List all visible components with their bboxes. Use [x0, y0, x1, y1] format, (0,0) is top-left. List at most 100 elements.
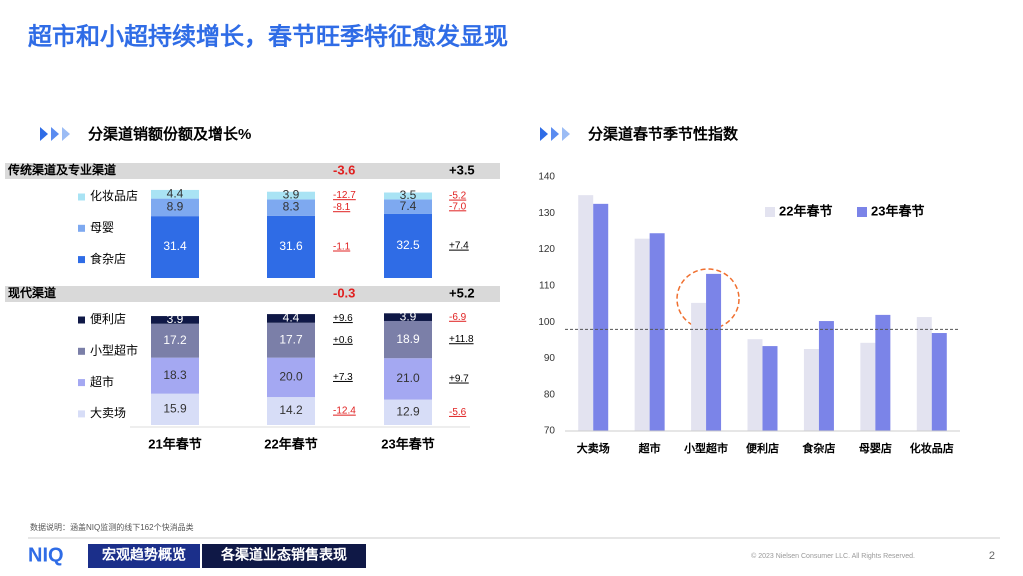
bar-segment	[384, 213, 432, 278]
y-tick-label: 100	[538, 317, 555, 328]
right-title-icon	[540, 127, 570, 141]
bar	[875, 314, 891, 431]
bar	[706, 273, 722, 431]
bar-segment	[384, 313, 432, 321]
legend-label: 便利店	[90, 312, 126, 326]
legend-label: 超市	[90, 374, 114, 389]
footnote: 数据说明：涵盖NIQ监测的线下162个快消品类	[30, 522, 194, 532]
bar-segment	[267, 191, 315, 200]
change-label: +0.6	[333, 335, 353, 346]
y-tick-label: 130	[538, 208, 555, 219]
legend-swatch	[78, 379, 85, 387]
change-label: -8.1	[333, 202, 351, 213]
bar-segment	[151, 198, 199, 217]
bar-value-label: 32.5	[396, 238, 420, 252]
bar-segment	[151, 357, 199, 394]
bar-segment	[151, 189, 199, 199]
legend-label: 大卖场	[90, 406, 126, 420]
bar-segment	[267, 357, 315, 398]
bar-segment	[384, 320, 432, 359]
bar-value-label: 15.9	[163, 402, 187, 416]
x-tick-label: 22年春节	[264, 436, 317, 451]
change-label: +9.6	[333, 313, 353, 324]
bar	[691, 302, 707, 431]
change-label: +11.8	[449, 334, 474, 345]
bar-segment	[267, 322, 315, 358]
tab-label: 各渠道业态销售表现	[220, 547, 347, 563]
bar-value-label: 14.2	[279, 403, 303, 417]
bar-segment	[267, 397, 315, 425]
bar	[860, 342, 876, 431]
bar	[916, 317, 932, 431]
bar	[578, 195, 594, 431]
section-label: 传统渠道及专业渠道	[7, 162, 116, 177]
legend-label: 化妆品店	[90, 189, 138, 203]
bar-value-label: 18.9	[396, 332, 420, 346]
section-label: 现代渠道	[8, 285, 56, 300]
bar	[762, 346, 778, 431]
section-band	[5, 163, 500, 179]
bar-value-label: 3.9	[283, 188, 300, 202]
bar-segment	[384, 199, 432, 214]
bar-value-label: 8.3	[283, 200, 300, 214]
legend-swatch	[78, 193, 85, 201]
bar-value-label: 4.4	[167, 186, 184, 200]
change-label: -5.2	[449, 191, 467, 202]
legend-swatch	[765, 207, 775, 217]
tab-box	[88, 544, 200, 568]
legend-swatch	[857, 207, 867, 217]
section-change: +5.2	[449, 285, 475, 300]
bar-value-label: 20.0	[279, 369, 303, 383]
x-tick-label: 化妆品店	[910, 441, 954, 455]
left-chart-title: 分渠道销额份额及增长%	[88, 125, 251, 143]
change-label: +7.4	[449, 241, 469, 252]
change-label: -5.6	[449, 407, 467, 418]
x-tick-label: 超市	[638, 441, 661, 455]
bar	[931, 333, 947, 431]
bar-segment	[151, 216, 199, 278]
legend-swatch	[78, 256, 85, 264]
bar-value-label: 7.4	[400, 199, 417, 213]
left-title-icon	[40, 127, 70, 141]
logo: NIQ	[28, 544, 64, 566]
bar-segment	[151, 323, 199, 358]
bar-value-label: 4.4	[283, 311, 300, 325]
legend-label: 22年春节	[779, 203, 832, 218]
page-number: 2	[989, 550, 995, 562]
bar-value-label: 18.3	[163, 368, 187, 382]
page-title: 超市和小超持续增长，春节旺季特征愈发显现	[28, 22, 508, 50]
bar-value-label: 3.9	[400, 309, 417, 323]
x-tick-label: 大卖场	[577, 441, 610, 455]
bar-value-label: 17.2	[163, 333, 187, 347]
change-label: -7.0	[449, 201, 467, 212]
bar-segment	[267, 199, 315, 216]
legend-swatch	[78, 316, 85, 324]
bar-value-label: 3.9	[167, 312, 184, 326]
bar-value-label: 31.6	[279, 239, 303, 253]
legend-swatch	[78, 224, 85, 232]
x-tick-label: 小型超市	[683, 441, 728, 455]
bar-value-label: 3.5	[400, 188, 417, 202]
x-tick-label: 23年春节	[381, 436, 434, 451]
bar	[803, 348, 819, 431]
y-tick-label: 140	[538, 172, 555, 183]
bar	[634, 238, 650, 431]
legend-swatch	[78, 347, 85, 355]
y-tick-label: 80	[544, 389, 556, 400]
change-label: -12.7	[333, 190, 356, 201]
x-tick-label: 21年春节	[148, 436, 201, 451]
bar-value-label: 8.9	[167, 200, 184, 214]
y-tick-label: 120	[538, 244, 555, 255]
legend-swatch	[78, 410, 85, 418]
tab-label: 宏观趋势概览	[102, 547, 186, 563]
tab-box	[202, 544, 366, 568]
y-tick-label: 90	[544, 353, 556, 364]
copyright: © 2023 Nielsen Consumer LLC. All Rights …	[751, 552, 915, 560]
bar-segment	[267, 215, 315, 278]
y-tick-label: 70	[544, 426, 556, 437]
change-label: +9.7	[449, 374, 469, 385]
bar-segment	[151, 393, 199, 425]
bar-value-label: 31.4	[163, 239, 187, 253]
legend-label: 23年春节	[871, 203, 924, 218]
